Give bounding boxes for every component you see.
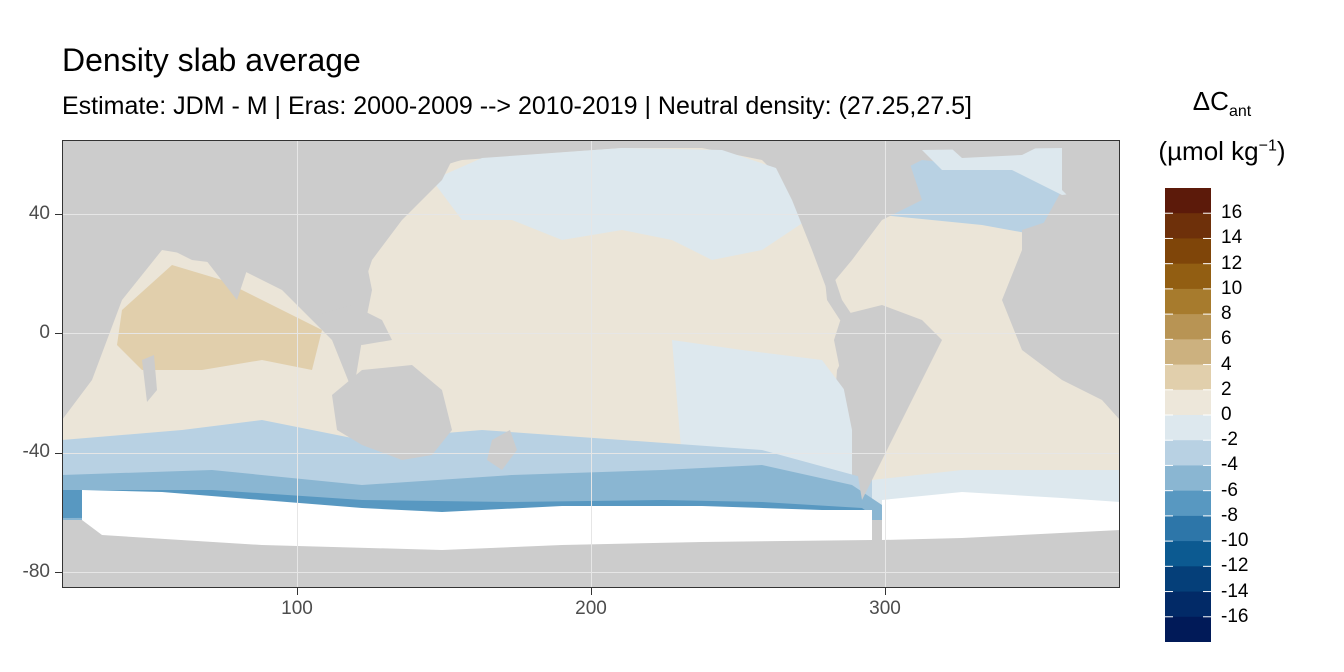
legend-title-subscript: ant: [1228, 103, 1252, 121]
new-zealand: [487, 430, 517, 470]
legend-label: -6: [1221, 479, 1238, 501]
south-america: [834, 305, 942, 500]
legend-color-swatch: [1165, 238, 1211, 265]
legend-label: 14: [1221, 227, 1243, 249]
greenland: [942, 140, 1052, 158]
legend-label: 12: [1221, 252, 1243, 274]
legend-label: -8: [1221, 504, 1238, 526]
australia: [332, 365, 452, 460]
legend-color-swatch: [1165, 263, 1211, 290]
legend-label: -2: [1221, 429, 1238, 451]
x-tick-label: 100: [281, 598, 313, 619]
gridlines: [62, 140, 1120, 588]
panel-border: [62, 140, 1120, 588]
indian-subcontinent: [202, 255, 252, 300]
legend-color-swatch: [1165, 213, 1211, 239]
legend-label: 2: [1221, 378, 1232, 400]
y-tick-label: -40: [22, 441, 50, 462]
legend-color-swatch: [1165, 415, 1211, 441]
legend-color-swatch: [1165, 339, 1211, 366]
madagascar: [142, 355, 157, 402]
maritime-continent: [317, 305, 392, 345]
legend-label: 8: [1221, 303, 1232, 325]
antarctic-no-data: [82, 490, 872, 550]
legend-label: -10: [1221, 530, 1249, 552]
legend-color-swatch: [1165, 616, 1211, 642]
x-tick-label: 300: [869, 598, 901, 619]
indian-ocean-warm: [117, 265, 322, 370]
legend-color-swatch: [1165, 490, 1211, 517]
legend-color-swatch: [1165, 288, 1211, 315]
antarctic-no-data-east: [882, 492, 1120, 540]
legend-colorbar: [1165, 188, 1211, 642]
y-tick-label: 40: [28, 203, 50, 224]
y-tick-marks: [55, 214, 62, 573]
legend-color-swatch: [1165, 465, 1211, 492]
legend-label: -14: [1221, 580, 1249, 602]
legend-color-swatch: [1165, 440, 1211, 466]
legend-color-swatch: [1165, 515, 1211, 542]
legend-units-pre: (µmol kg: [1158, 136, 1259, 166]
legend-units-superscript: −1: [1258, 137, 1277, 155]
map-title: Density slab average: [62, 42, 361, 78]
legend-color-swatch: [1165, 591, 1211, 618]
legend-label: 4: [1221, 353, 1232, 375]
legend-title-main: ΔC: [1192, 86, 1229, 116]
legend-units: (µmol kg−1): [1150, 136, 1294, 167]
x-tick-label: 200: [575, 598, 607, 619]
legend-label: 0: [1221, 404, 1232, 425]
africa: [1022, 210, 1120, 400]
legend-label: -16: [1221, 605, 1249, 627]
y-tick-label: 0: [39, 322, 50, 343]
legend-color-swatch: [1165, 188, 1211, 214]
north-pacific-cool: [432, 148, 807, 260]
legend-label: 6: [1221, 328, 1232, 350]
map-subtitle: Estimate: JDM - M | Eras: 2000-2009 --> …: [62, 92, 972, 120]
legend-label: -4: [1221, 454, 1238, 476]
map-panel: [62, 140, 1120, 588]
x-tick-marks: [297, 588, 886, 595]
atlantic-ocean: [822, 185, 1120, 520]
y-tick-label: -80: [22, 561, 50, 582]
legend-color-swatch: [1165, 364, 1211, 391]
legend-color-swatch: [1165, 541, 1211, 567]
legend-color-swatch: [1165, 389, 1211, 416]
legend-label: 16: [1221, 202, 1243, 224]
legend-color-swatch: [1165, 314, 1211, 340]
legend-label: -12: [1221, 555, 1249, 577]
legend-units-post: ): [1276, 136, 1286, 166]
legend-color-swatch: [1165, 566, 1211, 593]
europe: [1062, 140, 1120, 220]
legend-label: 10: [1221, 277, 1243, 299]
legend-title: ΔCant: [1150, 86, 1294, 121]
